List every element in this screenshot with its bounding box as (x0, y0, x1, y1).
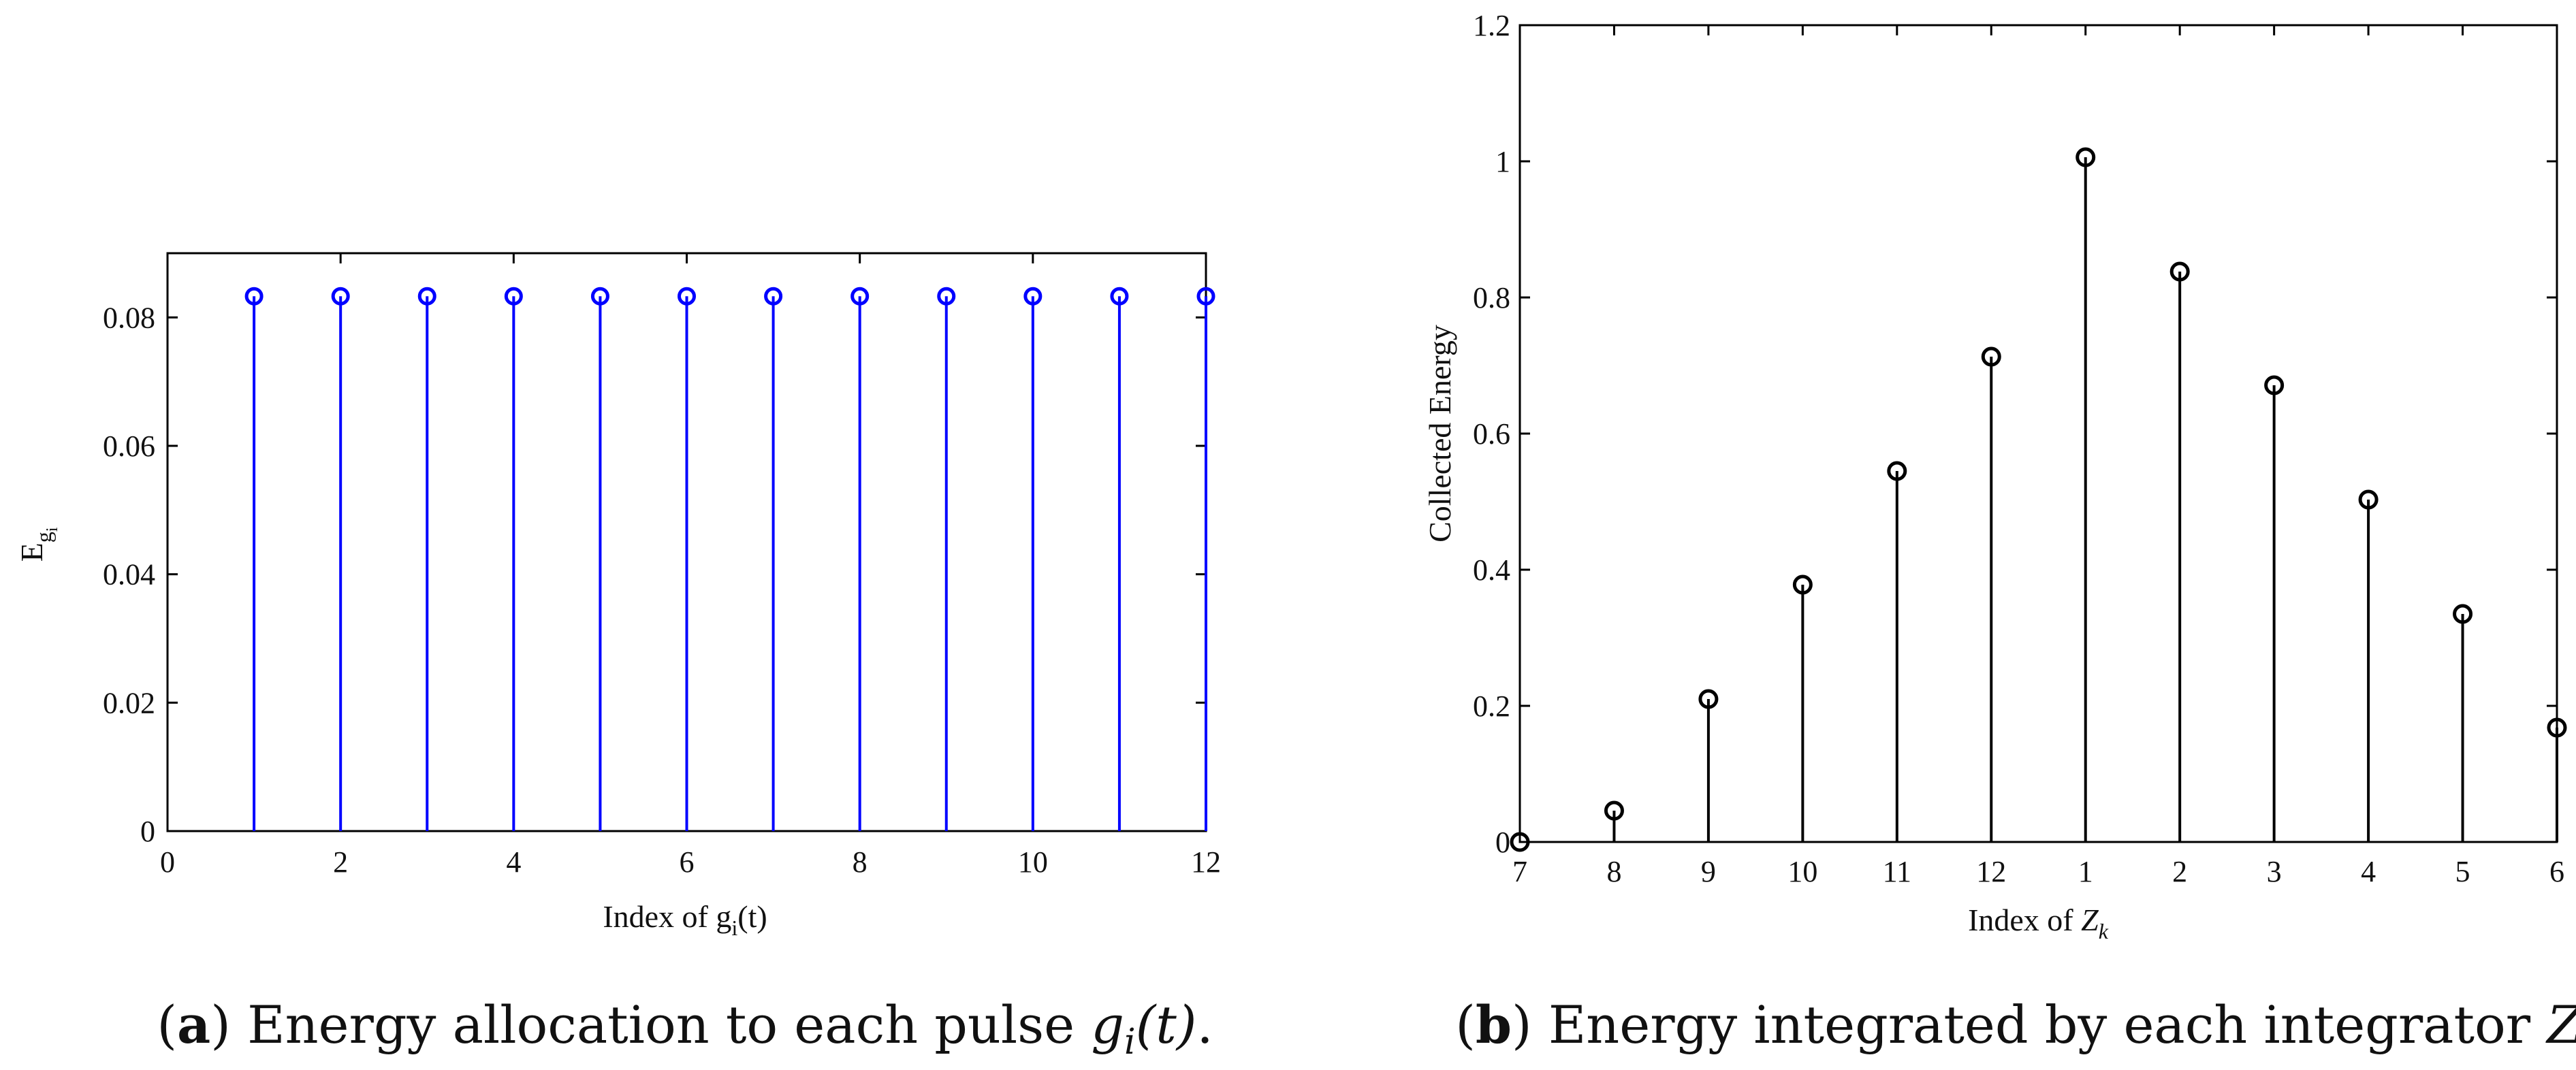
chart-b-x-tick-label: 3 (2267, 855, 2282, 888)
chart-b-marker (1887, 461, 1907, 481)
chart-a-x-tick-label: 4 (506, 845, 521, 879)
chart-b-marker (1698, 689, 1719, 709)
chart-a-marker (764, 287, 783, 306)
chart-a-y-tick-labels: 0 0.02 0.04 0.06 0.08 (103, 301, 155, 848)
chart-b-x-tick-label: 4 (2361, 855, 2376, 888)
chart-b-x-tick-label: 8 (1606, 855, 1621, 888)
chart-a-x-tick-label: 2 (333, 845, 348, 879)
chart-b-y-axis-label: Collected Energy (1422, 325, 1457, 542)
chart-a-marker (590, 287, 609, 306)
chart-a-x-tick-label: 0 (160, 845, 175, 879)
chart-a-marker (244, 287, 264, 306)
chart-a-x-tick-label: 12 (1191, 845, 1221, 879)
chart-a-marker (678, 287, 696, 306)
chart-b-marker (1981, 346, 2001, 367)
chart-a: 0 2 4 6 8 10 12 0 0.02 0.04 0.06 0.08 Index of gi(… (14, 252, 1221, 1063)
chart-a-caption: (a) Energy allocation to each pulse gi(t… (157, 994, 1213, 1063)
chart-b-caption: (b) Energy integrated by each integrator… (1455, 994, 2576, 1063)
chart-b-x-axis-label: Index of Zk (1968, 903, 2109, 943)
chart-b-x-tick-label: 9 (1701, 855, 1716, 888)
chart-b-y-tick-label: 0.8 (1473, 281, 1510, 314)
chart-b-x-tick-label: 6 (2549, 855, 2564, 888)
chart-a-y-tick-label: 0.08 (103, 301, 155, 334)
chart-a-x-tick-labels: 0 2 4 6 8 10 12 (160, 845, 1221, 879)
chart-a-x-tick-label: 6 (680, 845, 695, 879)
chart-b-marker (2547, 717, 2567, 738)
chart-b-y-tick-label: 0.6 (1473, 417, 1510, 451)
chart-b-marker (2358, 489, 2379, 510)
chart-a-marker (331, 287, 350, 306)
chart-b-y-tick-label: 0 (1495, 826, 1510, 859)
chart-b-marker (1604, 800, 1624, 821)
chart-b-stems (1510, 147, 2567, 852)
chart-a-y-tick-label: 0.04 (103, 558, 155, 591)
chart-b-ticks (1518, 24, 2558, 843)
chart-b-x-tick-label: 7 (1512, 855, 1527, 888)
chart-b-marker (2076, 147, 2096, 167)
chart-b-marker (2453, 604, 2473, 624)
chart-b-marker (2169, 261, 2190, 282)
chart-a-marker (1110, 287, 1129, 306)
chart-a-y-tick-label: 0.06 (103, 429, 155, 463)
chart-b-marker (2264, 375, 2285, 395)
chart-b-x-tick-labels: 7 8 9 10 11 12 1 2 3 4 5 6 (1512, 855, 2564, 888)
chart-a-marker (1023, 287, 1043, 306)
chart-a-marker (850, 287, 870, 306)
chart-b-y-tick-label: 1.2 (1473, 9, 1510, 42)
chart-b-marker (1510, 832, 1530, 852)
chart-b-plot-area (1518, 24, 2558, 843)
chart-b-y-tick-labels: 0 0.2 0.4 0.6 0.8 1 1.2 (1473, 9, 1510, 859)
chart-a-marker (1196, 287, 1215, 306)
chart-b-y-tick-label: 0.4 (1473, 553, 1510, 587)
chart-b-marker (1792, 574, 1813, 595)
chart-b-x-tick-label: 2 (2172, 855, 2187, 888)
chart-a-marker (937, 287, 956, 306)
chart-b-x-tick-label: 11 (1883, 855, 1911, 888)
chart-a-marker (504, 287, 523, 306)
chart-b-y-tick-label: 1 (1495, 145, 1510, 178)
chart-a-x-tick-label: 8 (853, 845, 868, 879)
chart-b-y-tick-label: 0.2 (1473, 690, 1510, 723)
chart-a-y-tick-label: 0 (140, 815, 155, 848)
chart-a-x-axis-label: Index of gi(t) (603, 899, 767, 940)
chart-b: 7 8 9 10 11 12 1 2 3 4 5 6 00.20.40.60.811.2 Index … (1422, 9, 2576, 1063)
chart-a-marker (417, 287, 436, 306)
chart-b-x-tick-label: 12 (1976, 855, 2006, 888)
chart-b-x-tick-label: 5 (2455, 855, 2470, 888)
chart-a-stems (244, 287, 1215, 831)
chart-b-x-tick-label: 1 (2078, 855, 2093, 888)
chart-a-x-tick-label: 10 (1018, 845, 1048, 879)
chart-a-y-tick-label: 0.02 (103, 686, 155, 719)
chart-b-x-tick-label: 10 (1787, 855, 1817, 888)
chart-a-y-axis-label: Egi (14, 527, 61, 562)
